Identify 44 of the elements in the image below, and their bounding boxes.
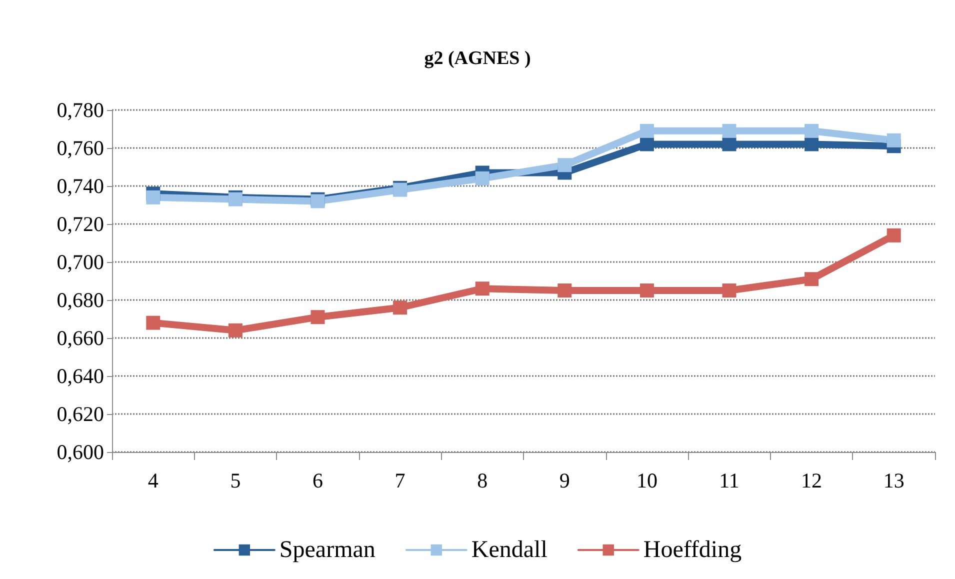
point: [804, 124, 819, 138]
point: [475, 171, 490, 186]
y-tick-label: 0,600: [56, 440, 104, 464]
point: [640, 284, 654, 298]
y-tick-label: 0,720: [56, 212, 104, 236]
point: [146, 190, 160, 204]
y-tick-label: 0,620: [56, 402, 104, 426]
point: [310, 310, 325, 324]
y-tick-label: 0,640: [56, 364, 104, 388]
y-tick-label: 0,760: [56, 136, 104, 160]
point: [804, 272, 819, 286]
x-tick-label: 13: [883, 468, 904, 492]
point: [804, 137, 819, 152]
point: [886, 228, 901, 242]
point: [722, 137, 736, 152]
y-tick-label: 0,740: [56, 174, 104, 198]
point: [640, 137, 654, 152]
legend-label: Hoeffding: [643, 537, 742, 563]
point: [228, 323, 242, 338]
x-tick-label: 6: [312, 468, 323, 492]
x-tick-label: 12: [801, 468, 822, 492]
point: [722, 284, 736, 298]
x-tick-label: 9: [559, 468, 570, 492]
chart-title: g2 (AGNES ): [424, 48, 531, 69]
y-tick-label: 0,680: [56, 288, 104, 312]
point: [146, 316, 160, 330]
x-tick-label: 11: [719, 468, 740, 492]
legend-label: Kendall: [471, 537, 548, 563]
point: [558, 284, 572, 298]
x-tick-label: 8: [477, 468, 488, 492]
point: [475, 282, 490, 296]
y-tick-label: 0,660: [56, 326, 104, 350]
point: [886, 133, 901, 148]
y-tick-label: 0,700: [56, 250, 104, 274]
point: [722, 124, 736, 138]
x-tick-label: 10: [636, 468, 658, 492]
x-tick-label: 5: [230, 468, 241, 492]
point: [393, 300, 408, 315]
y-tick-label: 0,780: [56, 98, 104, 122]
point: [558, 158, 572, 172]
x-tick-label: 4: [148, 468, 159, 492]
point: [640, 124, 654, 138]
legend-label: Spearman: [279, 537, 376, 563]
x-tick-label: 7: [394, 468, 406, 492]
